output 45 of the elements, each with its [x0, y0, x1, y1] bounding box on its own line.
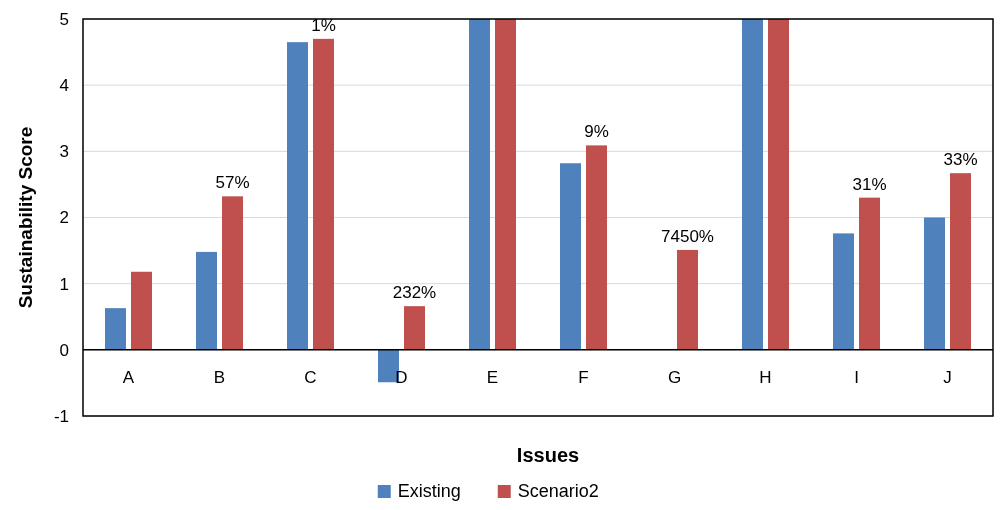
- bar: [560, 163, 581, 350]
- annotation: 57%: [215, 173, 250, 193]
- legend-label: Existing: [397, 481, 461, 501]
- x-axis-title: Issues: [516, 444, 580, 466]
- bar: [105, 308, 126, 350]
- bar: [131, 271, 152, 350]
- x-tick-label: E: [486, 367, 499, 387]
- bar: [196, 251, 217, 350]
- y-tick-label: -1: [53, 406, 69, 426]
- y-axis-title: Sustainability Score: [15, 126, 36, 309]
- y-tick-label: 4: [59, 76, 69, 96]
- annotation: 31%: [852, 174, 887, 194]
- y-tick-label: 3: [59, 142, 69, 162]
- annotation: 33%: [943, 150, 978, 170]
- bar: [313, 38, 334, 350]
- x-tick-label: B: [213, 367, 226, 387]
- bar: [768, 19, 789, 350]
- bar: [742, 19, 763, 350]
- legend-label: Scenario2: [517, 481, 599, 501]
- annotation: 9%: [584, 122, 609, 142]
- y-tick-label: 0: [59, 340, 69, 360]
- bar: [677, 249, 698, 350]
- bar: [833, 233, 854, 350]
- bar: [950, 173, 971, 350]
- y-tick-label: 2: [59, 208, 69, 228]
- y-tick-label: 5: [59, 9, 69, 29]
- x-tick-label: F: [578, 367, 589, 387]
- x-tick-label: H: [759, 367, 772, 387]
- bar: [924, 217, 945, 350]
- bar: [287, 42, 308, 350]
- annotation: 7450%: [661, 226, 714, 246]
- annotation: 1%: [311, 15, 336, 35]
- annotation: 232%: [392, 283, 437, 303]
- bar: [469, 19, 490, 350]
- x-tick-label: A: [122, 367, 135, 387]
- bar: [495, 19, 516, 350]
- bar: [222, 196, 243, 350]
- x-tick-label: G: [667, 367, 682, 387]
- bar: [859, 197, 880, 350]
- bar: [586, 145, 607, 350]
- bar: [404, 306, 425, 350]
- x-tick-label: C: [304, 367, 317, 387]
- x-tick-label: I: [854, 367, 859, 387]
- x-tick-label: J: [943, 367, 952, 387]
- y-tick-label: 1: [59, 274, 69, 294]
